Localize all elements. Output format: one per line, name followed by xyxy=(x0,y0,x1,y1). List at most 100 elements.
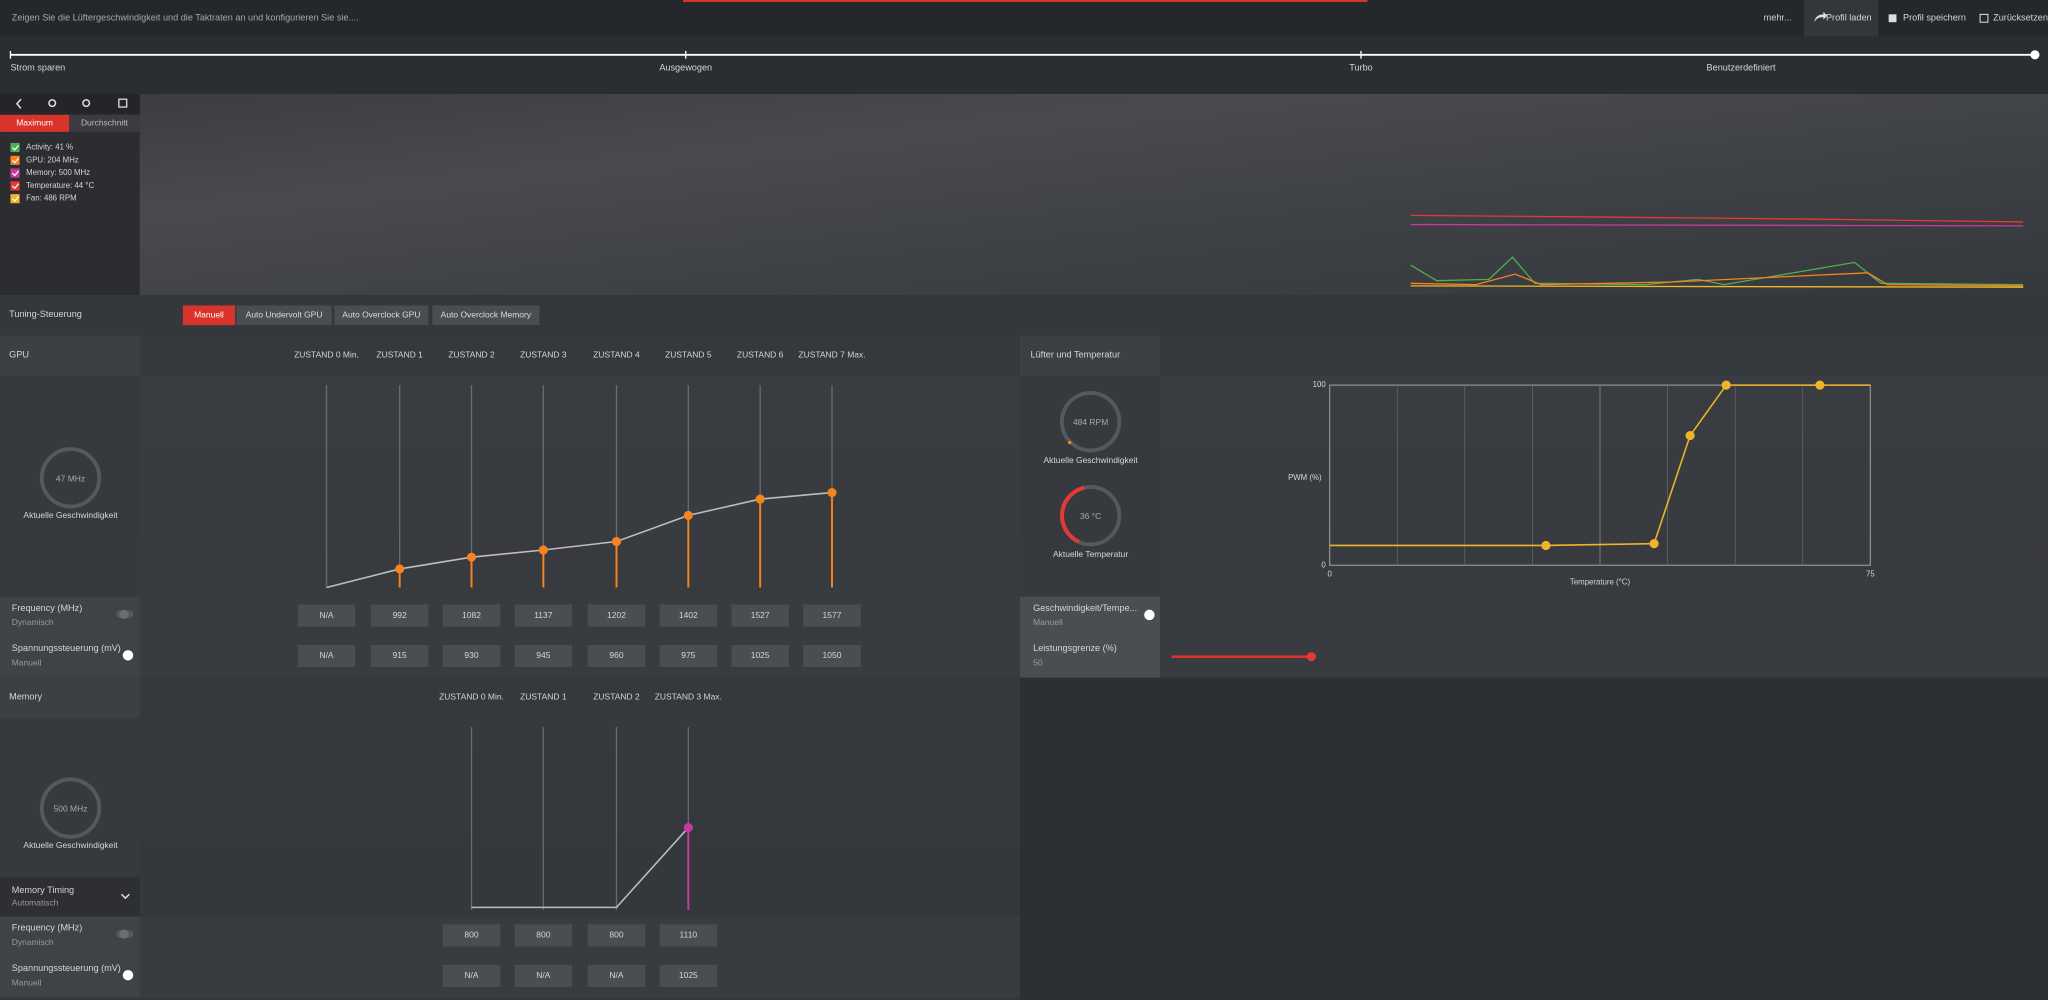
value-text[interactable]: 915 xyxy=(393,650,407,660)
preset-label[interactable]: Turbo xyxy=(1349,62,1373,72)
legend-checkbox[interactable] xyxy=(10,181,20,191)
value-box[interactable] xyxy=(659,924,718,947)
state-point[interactable] xyxy=(395,564,405,574)
tab-average[interactable] xyxy=(69,114,140,132)
value-box[interactable] xyxy=(587,924,646,947)
value-text[interactable]: N/A xyxy=(609,970,623,980)
value-text[interactable]: N/A xyxy=(536,970,550,980)
value-text[interactable]: 1082 xyxy=(462,610,481,620)
mode-button[interactable] xyxy=(236,305,332,326)
reset-button[interactable]: Zurücksetzen xyxy=(1993,13,2048,23)
value-box[interactable] xyxy=(442,924,501,947)
value-box[interactable] xyxy=(514,644,573,668)
value-text[interactable]: 1137 xyxy=(534,610,553,620)
state-point[interactable] xyxy=(827,487,837,498)
power-limit-knob[interactable] xyxy=(1306,652,1316,662)
load-profile-button[interactable]: Profil laden xyxy=(1826,13,1872,23)
fan-curve-point[interactable] xyxy=(1721,380,1731,390)
value-text[interactable]: 1202 xyxy=(607,610,626,620)
toggle-knob[interactable] xyxy=(1144,609,1155,621)
preset-label[interactable]: Benutzerdefiniert xyxy=(1707,62,1776,72)
state-point[interactable] xyxy=(683,510,693,520)
value-text[interactable]: 1577 xyxy=(823,610,842,620)
value-box[interactable] xyxy=(659,964,718,987)
value-text[interactable]: 975 xyxy=(681,650,695,660)
value-box[interactable] xyxy=(587,964,646,987)
state-point[interactable] xyxy=(683,822,693,833)
frequency-curve xyxy=(471,827,689,909)
value-box[interactable] xyxy=(587,604,646,627)
legend-checkbox[interactable] xyxy=(10,168,20,178)
value-box[interactable] xyxy=(587,644,646,668)
value-box[interactable] xyxy=(659,604,718,627)
value-text[interactable]: 1050 xyxy=(823,650,842,660)
value-box[interactable] xyxy=(297,604,356,627)
mode-button[interactable] xyxy=(432,305,540,326)
preset-slider-knob[interactable] xyxy=(2030,50,2040,60)
value-text[interactable]: 1527 xyxy=(751,610,770,620)
value-box[interactable] xyxy=(442,644,501,668)
mode-button-label[interactable]: Auto Overclock GPU xyxy=(342,310,420,320)
value-text[interactable]: 1025 xyxy=(679,970,698,980)
state-point[interactable] xyxy=(538,545,548,555)
value-text[interactable]: 1402 xyxy=(679,610,698,620)
value-text[interactable]: 800 xyxy=(536,930,550,940)
legend-checkbox[interactable] xyxy=(10,155,20,165)
back-icon[interactable] xyxy=(15,98,22,109)
value-text[interactable]: 800 xyxy=(609,930,623,940)
value-box[interactable] xyxy=(731,604,789,627)
preset-label[interactable]: Strom sparen xyxy=(10,62,65,72)
row-label: Leistungsgrenze (%) xyxy=(1033,643,1117,653)
tab-label[interactable]: Maximum xyxy=(16,118,53,128)
state-point[interactable] xyxy=(466,552,477,562)
legend-checkbox[interactable] xyxy=(10,142,20,153)
value-box[interactable] xyxy=(514,924,573,947)
value-text[interactable]: 945 xyxy=(536,650,550,660)
value-text[interactable]: N/A xyxy=(464,970,478,980)
mode-button-label[interactable]: Auto Overclock Memory xyxy=(441,310,532,320)
mode-button[interactable] xyxy=(182,305,236,326)
value-box[interactable] xyxy=(370,604,429,627)
value-box[interactable] xyxy=(297,644,356,668)
value-text[interactable]: N/A xyxy=(319,650,333,660)
x-tick-label: 0 xyxy=(1327,569,1332,578)
legend-checkbox[interactable] xyxy=(10,194,20,204)
state-point[interactable] xyxy=(611,536,622,547)
value-text[interactable]: N/A xyxy=(319,610,333,620)
fan-curve-point[interactable] xyxy=(1649,539,1659,549)
value-box[interactable] xyxy=(731,644,789,668)
tab-maximum[interactable] xyxy=(0,114,70,132)
value-box[interactable] xyxy=(659,644,718,668)
value-box[interactable] xyxy=(803,644,861,668)
save-profile-button[interactable]: Profil speichern xyxy=(1903,13,1966,23)
value-box[interactable] xyxy=(442,964,501,987)
tab-label[interactable]: Durchschnitt xyxy=(81,118,129,128)
state-point[interactable] xyxy=(755,494,765,504)
fan-curve-point[interactable] xyxy=(1815,380,1825,390)
reset-zoom-icon[interactable] xyxy=(118,98,128,108)
toggle-knob[interactable] xyxy=(122,969,134,981)
value-box[interactable] xyxy=(442,604,501,627)
value-text[interactable]: 992 xyxy=(393,610,407,620)
value-text[interactable]: 1110 xyxy=(680,930,698,940)
value-box[interactable] xyxy=(514,604,573,627)
mode-button-label[interactable]: Manuell xyxy=(194,310,224,320)
zoom-in-icon[interactable] xyxy=(48,99,57,108)
more-button[interactable]: mehr... xyxy=(1764,13,1792,23)
value-text[interactable]: 960 xyxy=(609,650,623,660)
mode-button-label[interactable]: Auto Undervolt GPU xyxy=(246,310,323,320)
toggle-knob[interactable] xyxy=(122,650,134,661)
zoom-out-icon[interactable] xyxy=(82,99,91,108)
value-text[interactable]: 1025 xyxy=(751,650,770,660)
fan-curve-point[interactable] xyxy=(1685,430,1695,441)
value-box[interactable] xyxy=(803,604,861,627)
legend-check xyxy=(11,157,20,164)
value-text[interactable]: 800 xyxy=(464,930,478,940)
preset-label[interactable]: Ausgewogen xyxy=(659,62,712,72)
memory-timing-cell[interactable] xyxy=(0,877,140,917)
fan-curve-point[interactable] xyxy=(1541,540,1551,551)
value-box[interactable] xyxy=(370,644,429,668)
value-text[interactable]: 930 xyxy=(464,650,478,660)
value-box[interactable] xyxy=(514,964,573,987)
mode-button[interactable] xyxy=(334,305,429,326)
